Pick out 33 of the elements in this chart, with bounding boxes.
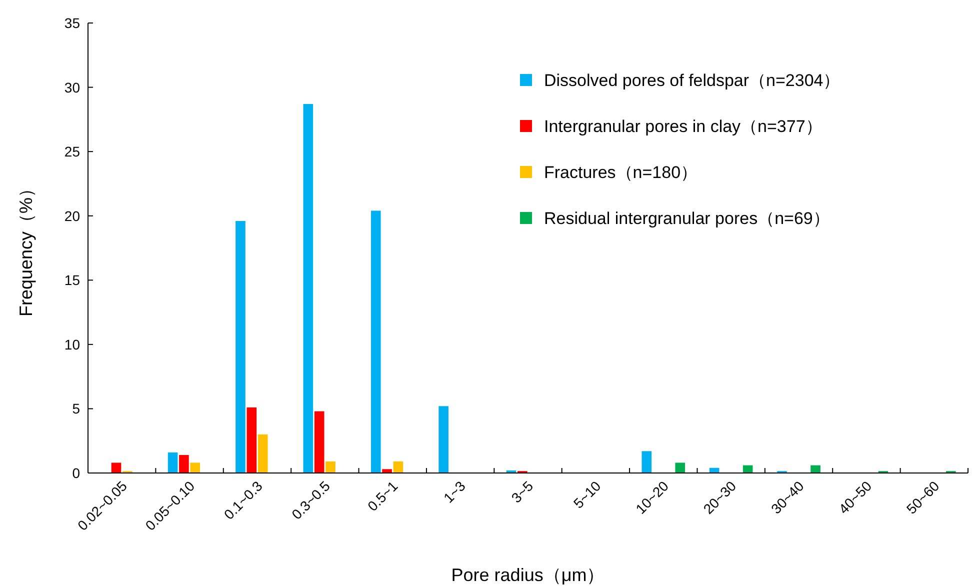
y-axis-title: Frequency（%） xyxy=(16,179,36,317)
bar xyxy=(642,451,652,473)
bar xyxy=(111,462,122,473)
y-tick-label: 0 xyxy=(72,465,80,481)
bar xyxy=(393,461,404,473)
x-axis-title: Pore radius（μm） xyxy=(451,565,605,585)
bar xyxy=(675,462,686,473)
x-tick-label: 1~3 xyxy=(440,478,469,506)
y-tick-label: 10 xyxy=(64,336,80,352)
bar xyxy=(179,455,189,473)
bar xyxy=(370,210,381,473)
bar xyxy=(303,104,314,473)
bar xyxy=(236,221,246,473)
y-tick-label: 15 xyxy=(64,272,80,288)
legend-label: Residual intergranular pores（n=69） xyxy=(544,209,830,228)
y-tick-label: 20 xyxy=(64,208,80,224)
bar xyxy=(246,407,257,473)
x-tick-label: 3~5 xyxy=(508,478,536,506)
bar xyxy=(168,452,178,473)
y-tick-label: 5 xyxy=(72,400,80,417)
legend-label: Dissolved pores of feldspar（n=2304） xyxy=(544,71,840,90)
bar xyxy=(258,434,268,473)
bar xyxy=(438,406,448,473)
y-tick-label: 25 xyxy=(64,144,80,160)
legend-label: Intergranular pores in clay（n=377） xyxy=(544,117,822,136)
legend-label: Fractures（n=180） xyxy=(544,163,698,182)
bar xyxy=(326,461,336,473)
bar xyxy=(382,469,392,473)
y-tick-label: 30 xyxy=(64,79,80,96)
y-tick-label: 35 xyxy=(64,15,80,31)
bar xyxy=(314,411,324,473)
bar xyxy=(810,465,820,473)
bar xyxy=(190,462,200,473)
